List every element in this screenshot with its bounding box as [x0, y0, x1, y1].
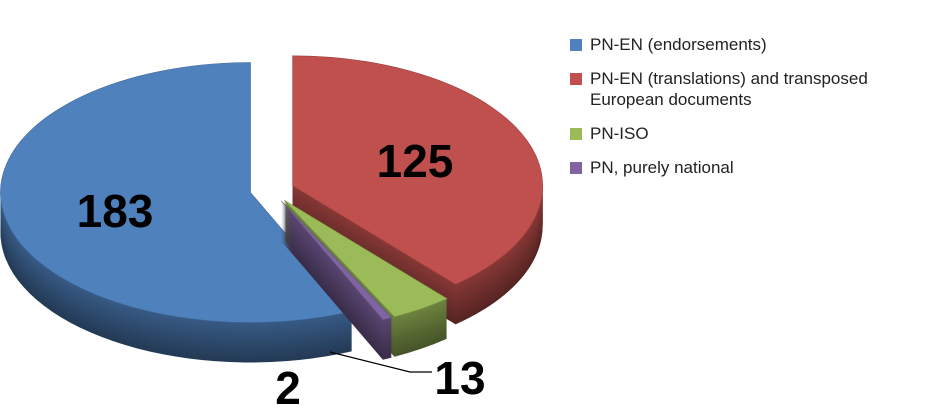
slice — [292, 55, 543, 285]
data-label: 183 — [77, 185, 154, 237]
slice — [281, 200, 393, 321]
legend-entry: PN-EN (translations) and transposed Euro… — [570, 68, 940, 110]
pie-area: 183 125 13 2 — [0, 55, 543, 414]
legend-label: PN-ISO — [590, 124, 649, 143]
legend: PN-EN (endorsements) PN-EN (translations)… — [570, 34, 940, 191]
data-label: 2 — [275, 362, 301, 414]
legend-swatch — [570, 162, 582, 174]
legend-label: PN-EN (translations) and transposed Euro… — [590, 69, 868, 109]
legend-entry: PN-EN (endorsements) — [570, 34, 940, 55]
data-label: 13 — [434, 352, 485, 404]
legend-label: PN-EN (endorsements) — [590, 35, 767, 54]
legend-entry: PN, purely national — [570, 157, 940, 178]
leader-line — [329, 351, 432, 373]
slice-side — [281, 201, 392, 360]
legend-swatch — [570, 39, 582, 51]
legend-swatch — [570, 128, 582, 140]
legend-label: PN, purely national — [590, 158, 734, 177]
legend-swatch — [570, 73, 582, 85]
legend-entry: PN-ISO — [570, 123, 940, 144]
slice — [283, 199, 448, 318]
data-label: 125 — [377, 135, 454, 187]
slice — [0, 62, 353, 323]
